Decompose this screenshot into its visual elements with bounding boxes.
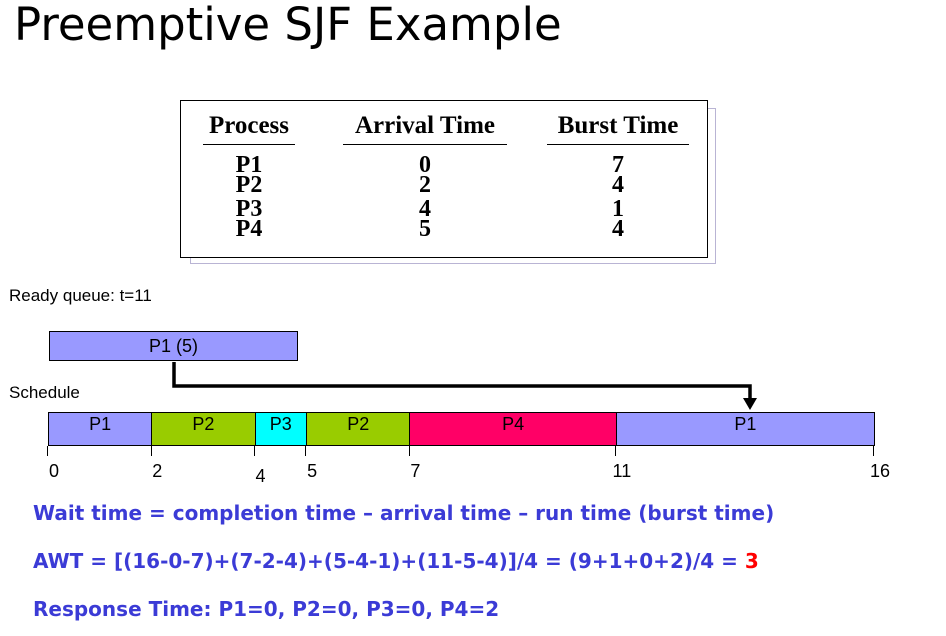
gantt-chart: P1 P2 P3 P2 P4 P1 xyxy=(48,412,875,446)
cell-arrival: 0 xyxy=(419,152,431,178)
time-tick xyxy=(408,446,410,456)
cell-burst: 1 xyxy=(612,196,624,222)
cell-burst: 4 xyxy=(612,172,624,198)
process-table: Process Arrival Time Burst Time P1 0 7 P… xyxy=(180,100,708,258)
cell-arrival: 4 xyxy=(419,196,431,222)
time-label: 2 xyxy=(152,461,163,481)
time-tick xyxy=(873,446,875,456)
page-title: Preemptive SJF Example xyxy=(14,0,562,51)
time-tick xyxy=(253,446,255,456)
header-process: Process xyxy=(208,112,290,139)
gantt-segment-p3: P3 xyxy=(254,412,308,446)
time-label: 0 xyxy=(48,461,60,481)
wait-time-formula: Wait time = completion time – arrival ti… xyxy=(33,501,775,525)
time-tick xyxy=(305,446,307,456)
header-underline xyxy=(343,144,507,145)
cell-process: P3 xyxy=(235,196,263,222)
header-arrival-time: Arrival Time xyxy=(354,112,496,139)
ready-queue-label: Ready queue: t=11 xyxy=(9,286,152,305)
time-label: 4 xyxy=(255,466,266,486)
cell-burst: 7 xyxy=(612,152,624,178)
gantt-segment-p2: P2 xyxy=(306,412,411,446)
header-burst-time: Burst Time xyxy=(557,112,679,139)
gantt-segment-p1: P1 xyxy=(48,412,153,446)
time-tick xyxy=(150,446,152,456)
header-underline xyxy=(203,144,295,145)
time-label: 11 xyxy=(612,461,632,481)
cell-arrival: 5 xyxy=(419,216,431,242)
time-tick xyxy=(615,446,617,456)
cell-arrival: 2 xyxy=(419,172,431,198)
time-label: 7 xyxy=(410,461,421,481)
arrow-line xyxy=(172,362,752,400)
response-time-text: Response Time: P1=0, P2=0, P3=0, P4=2 xyxy=(33,597,500,621)
time-label: 16 xyxy=(869,461,891,481)
awt-formula: AWT = [(16-0-7)+(7-2-4)+(5-4-1)+(11-5-4)… xyxy=(33,549,759,573)
gantt-segment-p4: P4 xyxy=(409,412,617,446)
arrowhead-icon xyxy=(743,398,757,410)
cell-burst: 4 xyxy=(612,216,624,242)
gantt-segment-p1: P1 xyxy=(615,412,875,446)
gantt-segment-p2: P2 xyxy=(151,412,256,446)
awt-calculation: AWT = [(16-0-7)+(7-2-4)+(5-4-1)+(11-5-4)… xyxy=(33,549,745,573)
awt-result: 3 xyxy=(744,549,759,573)
cell-process: P1 xyxy=(235,152,263,178)
schedule-label: Schedule xyxy=(9,383,80,402)
time-tick xyxy=(47,446,49,456)
cell-process: P4 xyxy=(235,216,263,242)
header-underline xyxy=(547,144,689,145)
time-label: 5 xyxy=(307,461,318,481)
cell-process: P2 xyxy=(235,172,263,198)
ready-queue-item: P1 (5) xyxy=(49,331,298,361)
